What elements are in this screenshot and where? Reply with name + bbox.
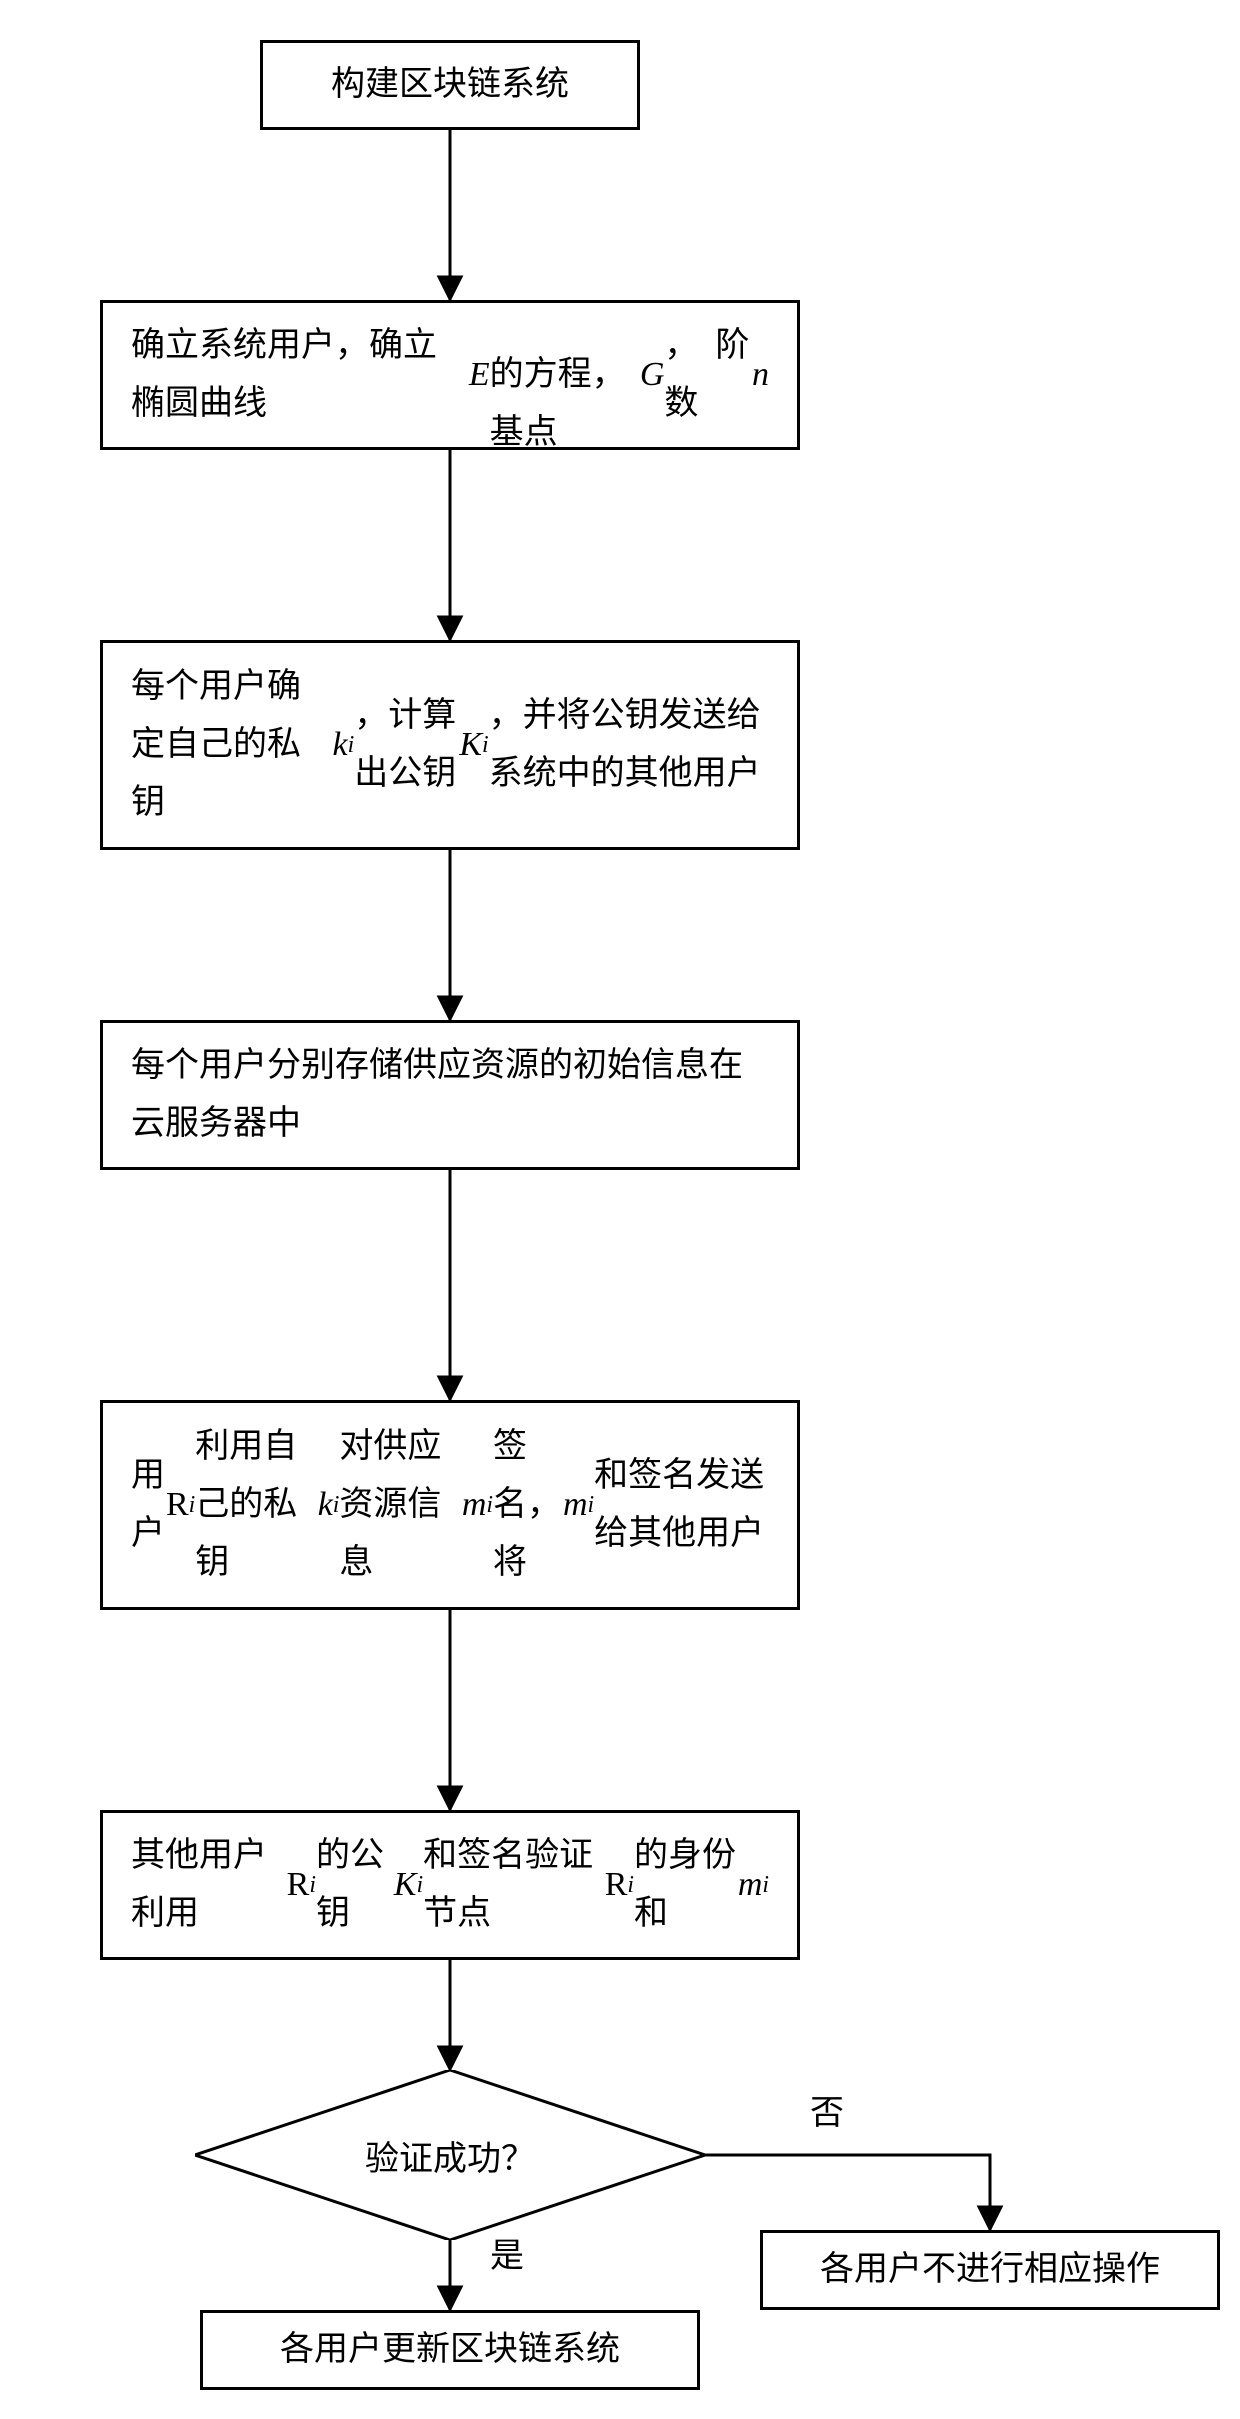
edge-label-d1-n7: 是 bbox=[490, 2228, 524, 2277]
edge-d1-n8 bbox=[705, 2155, 990, 2230]
flow-node-n5: 用户 Ri 利用自己的私钥 ki 对供应资源信息 mi 签名，将 mi 和签名发… bbox=[100, 1400, 800, 1610]
flow-node-n2: 确立系统用户，确立椭圆曲线 E的方程，基点 G， 阶数 n bbox=[100, 300, 800, 450]
flowchart-canvas: 构建区块链系统确立系统用户，确立椭圆曲线 E的方程，基点 G， 阶数 n 每个用户… bbox=[0, 0, 1240, 2419]
flow-node-n3: 每个用户确定自己的私钥 ki，计算出公钥 Ki，并将公钥发送给系统中的其他用户 bbox=[100, 640, 800, 850]
flow-node-n4: 每个用户分别存储供应资源的初始信息在云服务器中 bbox=[100, 1020, 800, 1170]
flow-node-n1: 构建区块链系统 bbox=[260, 40, 640, 130]
edge-label-d1-n8: 否 bbox=[810, 2085, 844, 2134]
flow-decision-d1: 验证成功？ bbox=[195, 2070, 705, 2240]
flow-node-n6: 其他用户利用 Ri 的公钥 Ki 和签名验证节点 Ri 的身份和 mi bbox=[100, 1810, 800, 1960]
flow-node-n8: 各用户不进行相应操作 bbox=[760, 2230, 1220, 2310]
flow-node-n7: 各用户更新区块链系统 bbox=[200, 2310, 700, 2390]
decision-label: 验证成功？ bbox=[195, 2070, 705, 2240]
